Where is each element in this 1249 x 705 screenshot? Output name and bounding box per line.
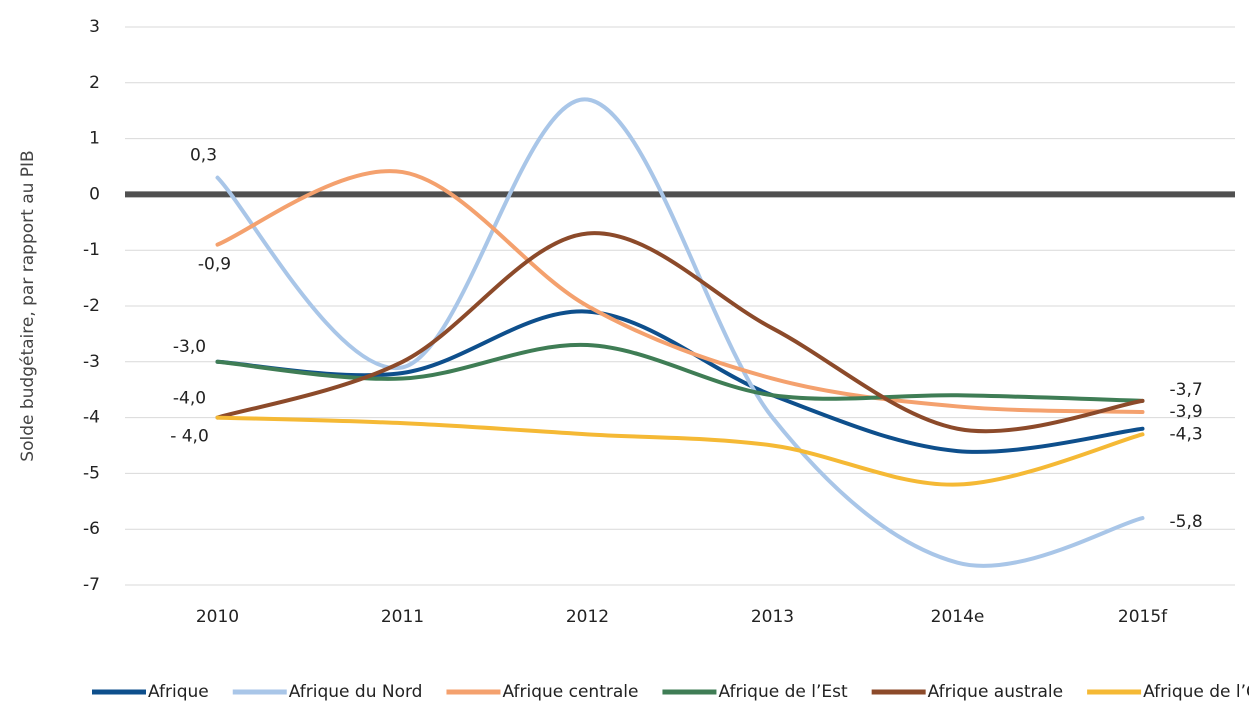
y-tick-label: -3 [83, 352, 100, 372]
data-label: -0,9 [198, 255, 231, 275]
y-tick-label: -1 [83, 240, 100, 260]
legend-label: Afrique de l’Est [718, 682, 848, 702]
legend-label: Afrique australe [928, 682, 1063, 702]
y-tick-label: 0 [89, 184, 100, 204]
y-tick-label: -4 [83, 408, 100, 428]
y-tick-label: -6 [83, 519, 100, 539]
data-label: -3,9 [1170, 402, 1203, 422]
x-tick-label: 2013 [751, 607, 794, 627]
y-tick-label: 3 [89, 17, 100, 37]
y-tick-label: -5 [83, 463, 100, 483]
data-label: -3,7 [1170, 380, 1203, 400]
data-label: -4,3 [1170, 424, 1203, 444]
x-tick-label: 2010 [196, 607, 239, 627]
legend-label: Afrique [148, 682, 209, 702]
series-line [215, 309, 1145, 454]
data-label: 0,3 [190, 146, 217, 166]
series-line [215, 415, 1145, 487]
data-label: -4,0 [173, 389, 206, 409]
legend-label: Afrique de l’Ouest [1143, 682, 1249, 702]
data-label: - 4,0 [170, 427, 209, 447]
legend-label: Afrique du Nord [289, 682, 423, 702]
y-tick-label: 1 [89, 129, 100, 149]
y-tick-label: -2 [83, 296, 100, 316]
x-tick-label: 2012 [566, 607, 609, 627]
data-label: -3,0 [173, 337, 206, 357]
x-tick-label: 2011 [381, 607, 424, 627]
x-tick-label: 2015f [1118, 607, 1168, 627]
y-tick-label: 2 [89, 73, 100, 93]
x-tick-label: 2014e [931, 607, 985, 627]
series-line [215, 169, 1145, 415]
series-line [215, 342, 1145, 403]
series-line [215, 231, 1145, 434]
y-tick-label: -7 [83, 575, 100, 595]
series-line [215, 97, 1145, 568]
legend-label: Afrique centrale [502, 682, 638, 702]
y-axis-label: Solde budgétaire, par rapport au PIB [18, 150, 38, 461]
data-label: -5,8 [1170, 512, 1203, 532]
